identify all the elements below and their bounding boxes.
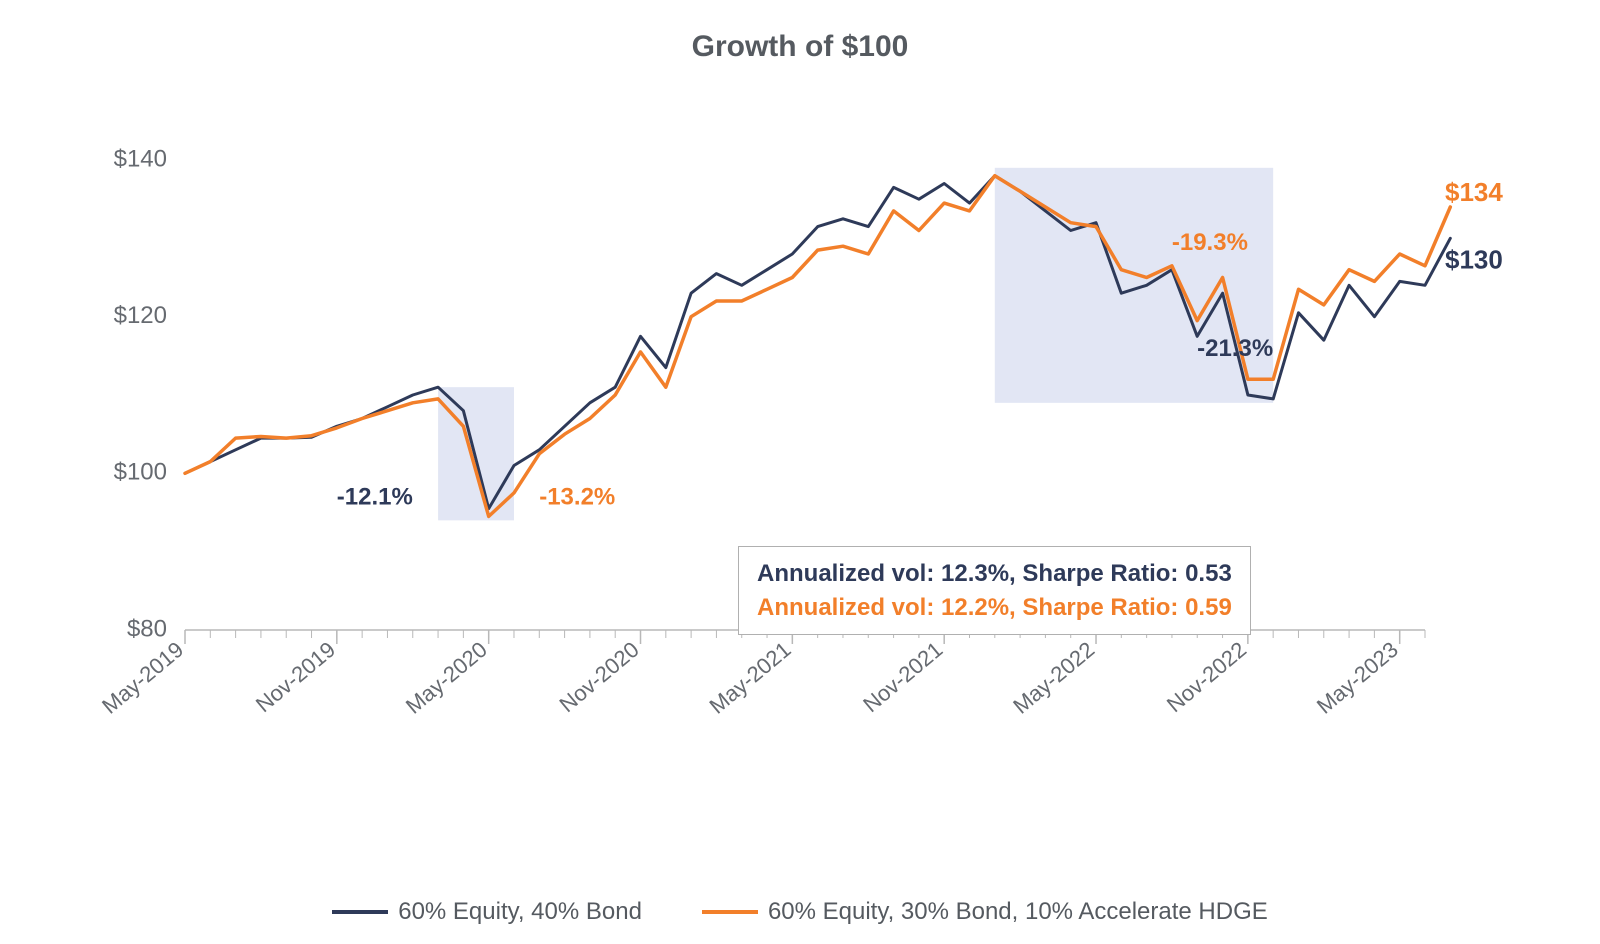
stats-line: Annualized vol: 12.3%, Sharpe Ratio: 0.5…	[757, 557, 1232, 591]
y-axis-label: $120	[114, 302, 167, 329]
legend-swatch	[702, 910, 758, 914]
x-axis-label: May-2019	[97, 637, 188, 719]
chart-title: Growth of $100	[0, 0, 1600, 64]
y-axis-label: $100	[114, 459, 167, 486]
y-axis-label: $80	[127, 615, 167, 642]
x-axis-label: May-2020	[401, 637, 492, 719]
series-end-label: $130	[1445, 244, 1503, 274]
x-axis-label: Nov-2021	[858, 637, 947, 717]
stats-line: Annualized vol: 12.2%, Sharpe Ratio: 0.5…	[757, 591, 1232, 625]
legend-swatch	[332, 910, 388, 914]
stats-box: Annualized vol: 12.3%, Sharpe Ratio: 0.5…	[738, 546, 1251, 635]
x-axis-label: Nov-2019	[251, 637, 340, 717]
x-axis-label: Nov-2020	[555, 637, 644, 717]
x-axis-label: Nov-2022	[1162, 637, 1251, 717]
drawdown-label: -21.3%	[1197, 335, 1273, 362]
legend-item: 60% Equity, 30% Bond, 10% Accelerate HDG…	[702, 898, 1268, 926]
drawdown-label: -12.1%	[337, 484, 413, 511]
legend-label: 60% Equity, 30% Bond, 10% Accelerate HDG…	[768, 898, 1268, 926]
x-axis-label: May-2022	[1008, 637, 1099, 719]
legend-item: 60% Equity, 40% Bond	[332, 898, 642, 926]
page-root: Growth of $100 $80 $100 $120 $140 May-2019 No…	[0, 0, 1600, 944]
chart-plot-area: $80 $100 $120 $140 May-2019 Nov-2019 May-2020 N…	[80, 120, 1520, 740]
y-axis-label: $140	[114, 145, 167, 172]
chart-legend: 60% Equity, 40% Bond 60% Equity, 30% Bond…	[0, 893, 1600, 926]
series-end-label: $134	[1445, 177, 1503, 207]
drawdown-label: -19.3%	[1172, 229, 1248, 256]
x-axis-label: May-2021	[705, 637, 796, 719]
line-chart-svg: $80 $100 $120 $140 May-2019 Nov-2019 May-2020 N…	[80, 120, 1520, 740]
legend-label: 60% Equity, 40% Bond	[398, 898, 642, 926]
x-axis-label: May-2023	[1312, 637, 1403, 719]
drawdown-label: -13.2%	[539, 484, 615, 511]
